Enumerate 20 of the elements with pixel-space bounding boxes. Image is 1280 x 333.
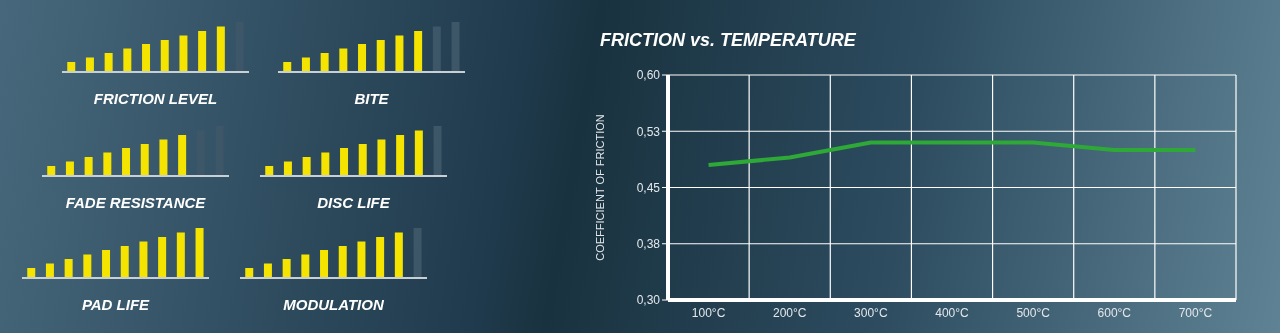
x-tick-label: 700°C (1178, 305, 1213, 320)
y-tick-label: 0,53 (636, 124, 661, 139)
x-axis-title: FRICTION LEVEL (93, 90, 218, 107)
y-tick-label: 0,38 (636, 237, 661, 252)
y-tick-label: 0,60 (636, 68, 661, 83)
x-tick-label: 200°C (772, 305, 807, 320)
x-axis-title: FADE RESISTANCE (65, 194, 207, 211)
x-axis-title: BITE (354, 90, 390, 107)
x-axis-title: PAD LIFE (81, 296, 151, 313)
y-axis-title: COEFFICIENT OF FRICTION (593, 114, 606, 261)
x-tick-label: 600°C (1097, 305, 1132, 320)
x-axis-title: DISC LIFE (317, 194, 391, 211)
x-axis-title: MODULATION (283, 296, 385, 313)
y-tick-label: 0,45 (636, 180, 661, 195)
x-tick-label: 500°C (1016, 305, 1051, 320)
chart-title: FRICTION vs. TEMPERATURE (600, 30, 857, 52)
x-tick-label: 300°C (854, 305, 888, 320)
y-tick-label: 0,30 (636, 293, 661, 308)
x-tick-label: 100°C (691, 305, 726, 320)
x-tick-label: 400°C (935, 305, 970, 320)
